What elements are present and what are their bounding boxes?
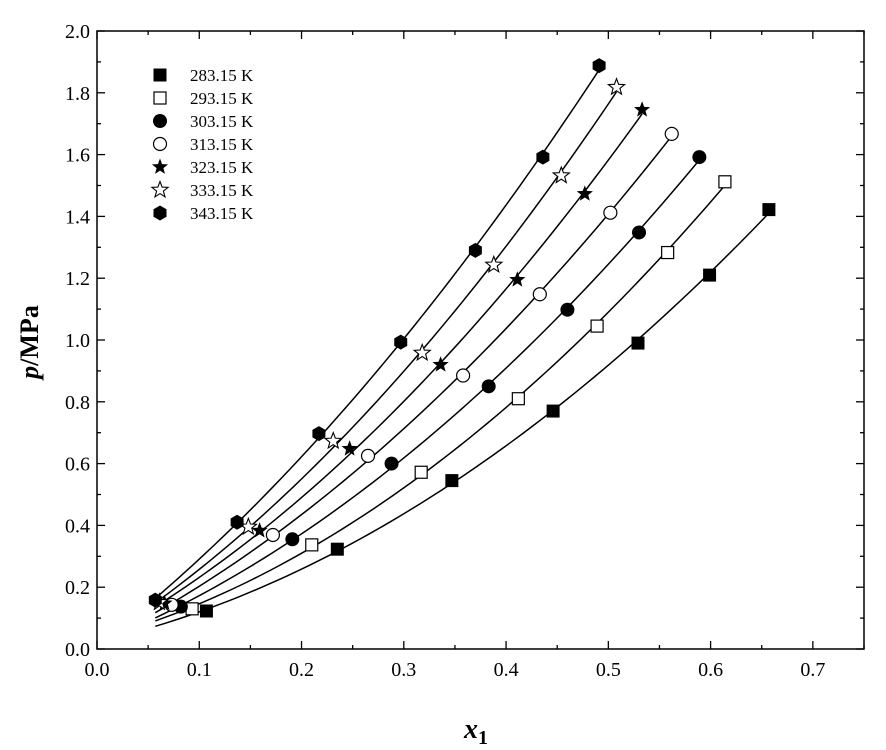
y-tick-label: 1.2 (65, 268, 90, 290)
x-tick-label: 0.2 (289, 659, 314, 681)
legend-label: 343.15 K (190, 204, 254, 223)
legend-label: 283.15 K (190, 66, 254, 85)
data-point (456, 368, 471, 383)
legend-label: 293.15 K (190, 89, 254, 108)
data-point (384, 456, 399, 471)
y-axis-title-italic: p (15, 366, 44, 381)
y-tick-label: 0.4 (65, 515, 90, 537)
legend-label: 313.15 K (190, 135, 254, 154)
data-point (323, 430, 343, 450)
data-point (718, 175, 732, 189)
x-axis-title-main: x (463, 714, 478, 745)
markers-layer (148, 58, 776, 618)
y-axis-title: p/MPa (15, 305, 44, 381)
data-point (285, 532, 300, 547)
data-point (414, 465, 428, 479)
y-tick-label: 0.2 (65, 577, 90, 599)
legend: 283.15 K 293.15 K 303.15 K 313.15 K 323.15 K… (150, 66, 254, 223)
data-point (634, 101, 651, 117)
data-point (632, 225, 647, 240)
fit-curve (154, 91, 618, 604)
x-tick-label: 0.7 (800, 659, 825, 681)
data-point (692, 150, 707, 165)
data-point (199, 604, 213, 618)
data-point (576, 185, 593, 201)
data-point (445, 474, 459, 488)
data-point (412, 342, 432, 362)
fit-curve (155, 212, 770, 628)
y-tick-label: 1.6 (65, 145, 90, 167)
fit-curve (154, 159, 700, 619)
legend-label: 333.15 K (190, 181, 254, 200)
data-point (484, 254, 504, 274)
data-point (394, 334, 408, 350)
data-point (481, 379, 496, 394)
data-point (592, 58, 606, 74)
legend-label: 303.15 K (190, 112, 254, 131)
x-tick-label: 0.5 (596, 659, 621, 681)
data-point (148, 592, 162, 608)
data-point (532, 287, 547, 302)
data-point (606, 77, 627, 96)
y-tick-label: 1.0 (65, 330, 90, 352)
legend-marker (153, 114, 167, 128)
data-point (341, 440, 358, 456)
legend-marker (151, 158, 169, 174)
data-point (603, 205, 618, 220)
data-point (468, 242, 482, 258)
data-point (265, 527, 280, 543)
fit-curves-layer (154, 69, 770, 628)
data-point (251, 522, 268, 538)
y-axis-title-unit: /MPa (15, 305, 44, 367)
x-tick-label: 0.3 (391, 659, 416, 681)
data-point (560, 302, 575, 317)
legend-marker (153, 205, 167, 221)
data-point (360, 448, 376, 463)
data-point (305, 538, 319, 552)
data-point (432, 356, 449, 372)
y-tick-label: 1.4 (65, 206, 90, 228)
axes-layer: 0.0 0.1 0.2 0.3 0.4 0.5 0.6 0.7 0.0 0.2 0.4 0.6 0.8 1… (65, 21, 865, 681)
x-tick-label: 0.1 (187, 659, 212, 681)
legend-label: 323.15 K (190, 158, 254, 177)
data-point (661, 245, 675, 260)
y-tick-label: 2.0 (65, 21, 90, 43)
data-point (703, 268, 717, 282)
data-point (664, 126, 679, 141)
y-tick-label: 0.0 (65, 639, 90, 661)
legend-marker (152, 136, 168, 152)
data-point (551, 165, 571, 184)
fit-curve (154, 69, 600, 599)
y-tick-label: 0.6 (65, 454, 90, 476)
x-axis-title-subscript: 1 (478, 727, 488, 749)
data-point (509, 271, 526, 287)
data-point (330, 542, 344, 556)
x-tick-label: 0.6 (698, 659, 723, 681)
data-point (312, 426, 326, 442)
data-point (631, 336, 645, 350)
data-point (536, 149, 550, 165)
data-point (230, 514, 244, 530)
fit-curve (154, 135, 673, 614)
y-tick-label: 0.8 (65, 392, 90, 414)
legend-marker (153, 68, 167, 82)
y-tick-label: 1.8 (65, 83, 90, 105)
x-axis-title: x1 (463, 714, 488, 749)
x-tick-label: 0.0 (85, 659, 110, 681)
legend-marker (150, 179, 170, 199)
fit-curve (154, 113, 643, 608)
fit-curve (155, 184, 726, 622)
data-point (590, 319, 604, 333)
data-point (511, 392, 525, 406)
legend-marker (153, 91, 167, 105)
data-point (762, 203, 776, 217)
data-point (185, 602, 199, 616)
x-tick-label: 0.4 (494, 659, 519, 681)
data-point (546, 404, 560, 418)
